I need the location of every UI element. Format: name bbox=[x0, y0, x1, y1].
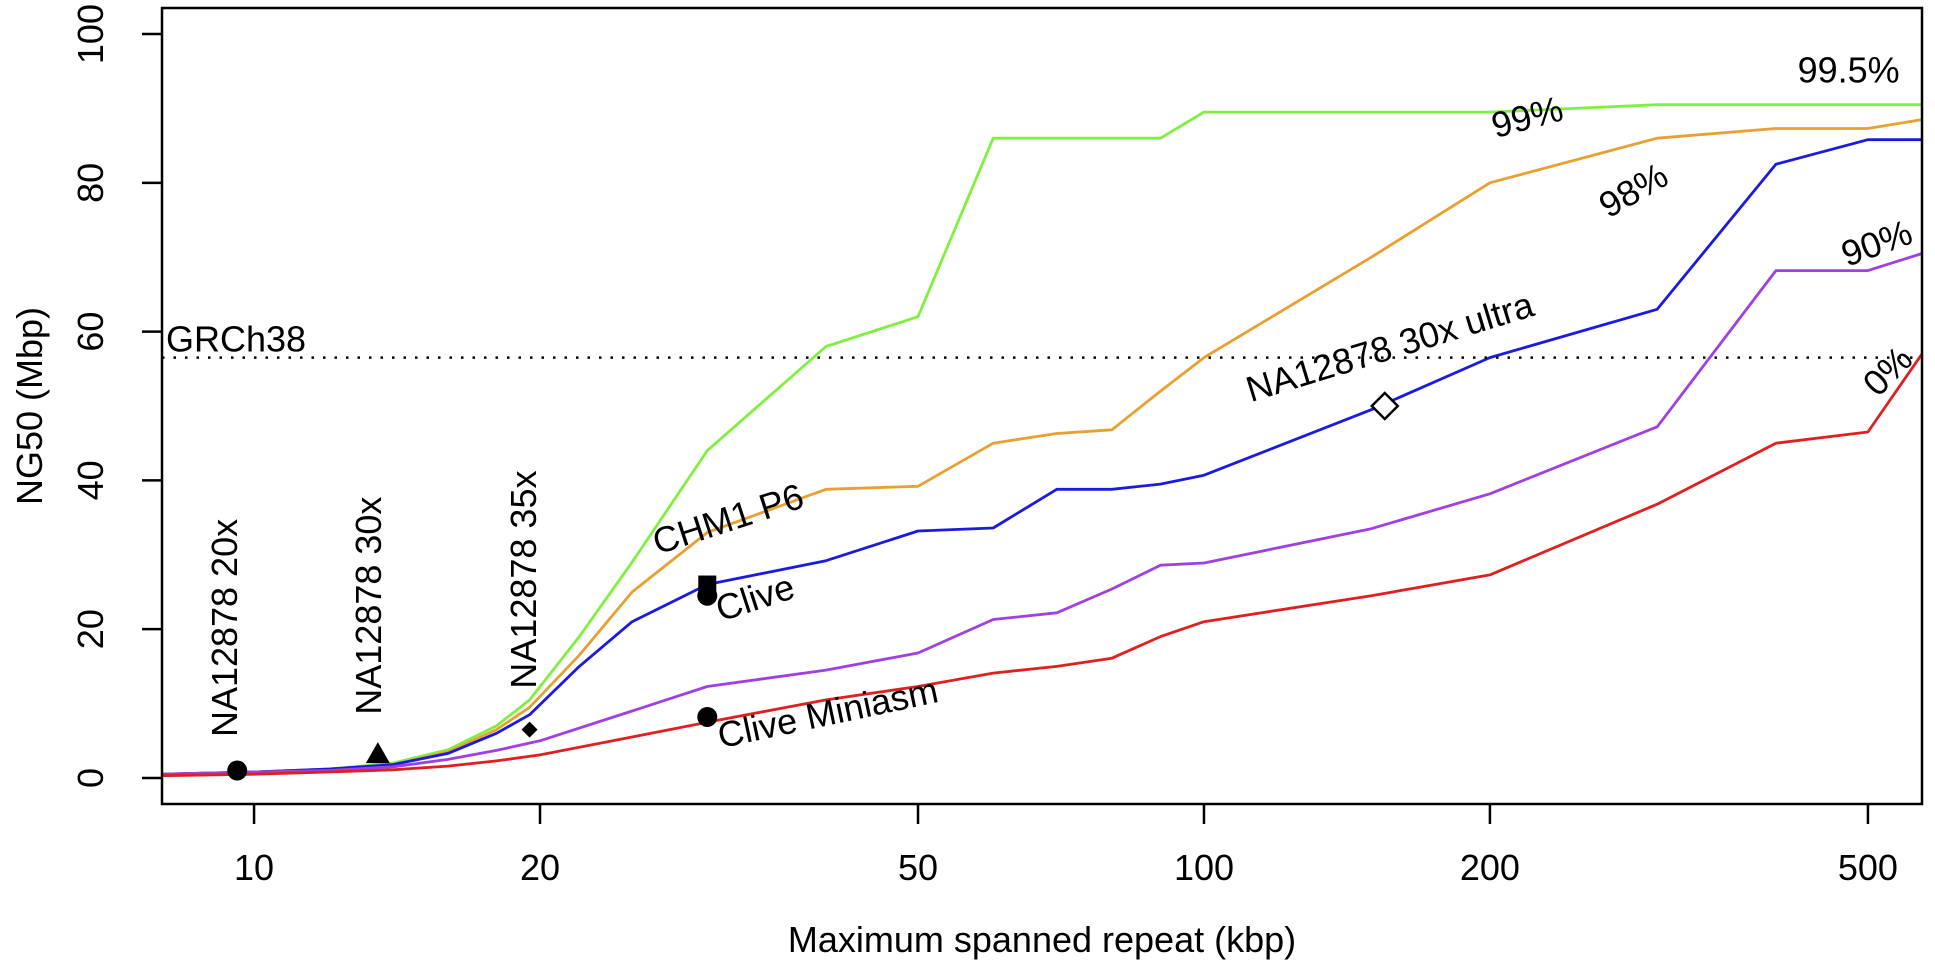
point-na12878-30x-marker bbox=[365, 742, 390, 764]
x-tick-label-100: 100 bbox=[1174, 847, 1234, 888]
point-clive-label: Clive bbox=[711, 566, 800, 630]
x-tick-label-10: 10 bbox=[234, 847, 274, 888]
point-chm1-p6-label: CHM1 P6 bbox=[647, 475, 808, 562]
y-tick-label-100: 100 bbox=[70, 4, 111, 64]
series-label-98: 98% bbox=[1592, 154, 1675, 226]
y-tick-label-80: 80 bbox=[70, 163, 111, 203]
series-line-98 bbox=[161, 138, 1922, 776]
y-axis: 0 20 40 60 80 100 bbox=[70, 4, 162, 788]
grch38-label: GRCh38 bbox=[166, 319, 306, 360]
point-clive-marker bbox=[697, 585, 718, 606]
series-label-99: 99% bbox=[1487, 88, 1567, 146]
point-na12878-30x-ultra-marker bbox=[1370, 391, 1400, 421]
x-tick-label-500: 500 bbox=[1838, 847, 1898, 888]
point-clive-miniasm-label: Clive Miniasm bbox=[714, 669, 942, 756]
series-label-90: 90% bbox=[1836, 211, 1918, 274]
reference-line-group: GRCh38 bbox=[162, 319, 1922, 360]
series-lines bbox=[161, 103, 1924, 778]
point-na12878-20x-marker bbox=[227, 760, 248, 781]
series-line-99 bbox=[161, 118, 1923, 776]
series-line-0 bbox=[161, 353, 1924, 778]
plot-frame bbox=[160, 6, 1924, 806]
point-na12878-20x-label: NA12878 20x bbox=[204, 519, 245, 737]
y-tick-label-0: 0 bbox=[70, 768, 111, 788]
y-tick-label-20: 20 bbox=[70, 609, 111, 649]
y-tick-label-40: 40 bbox=[70, 460, 111, 500]
point-na12878-35x-label: NA12878 35x bbox=[503, 471, 544, 689]
point-na12878-30x-ultra-label: NA12878 30x ultra bbox=[1241, 283, 1539, 410]
series-label-99-5: 99.5% bbox=[1798, 49, 1900, 90]
point-na12878-30x-label: NA12878 30x bbox=[348, 497, 389, 715]
y-axis-title: NG50 (Mbp) bbox=[9, 307, 50, 505]
x-axis: 10 20 50 100 200 500 bbox=[234, 804, 1898, 888]
x-tick-label-20: 20 bbox=[520, 847, 560, 888]
series-line-90 bbox=[161, 252, 1923, 776]
y-tick-label-60: 60 bbox=[70, 312, 111, 352]
series-labels: 99.5% 99% 98% 90% 0% bbox=[1487, 49, 1920, 403]
series-line-99-5 bbox=[161, 103, 1922, 776]
x-tick-label-200: 200 bbox=[1460, 847, 1520, 888]
x-tick-label-50: 50 bbox=[898, 847, 938, 888]
series-label-0: 0% bbox=[1855, 338, 1921, 404]
point-clive-miniasm-marker bbox=[697, 706, 718, 727]
x-axis-title: Maximum spanned repeat (kbp) bbox=[788, 919, 1296, 960]
point-na12878-35x-marker bbox=[521, 721, 538, 738]
